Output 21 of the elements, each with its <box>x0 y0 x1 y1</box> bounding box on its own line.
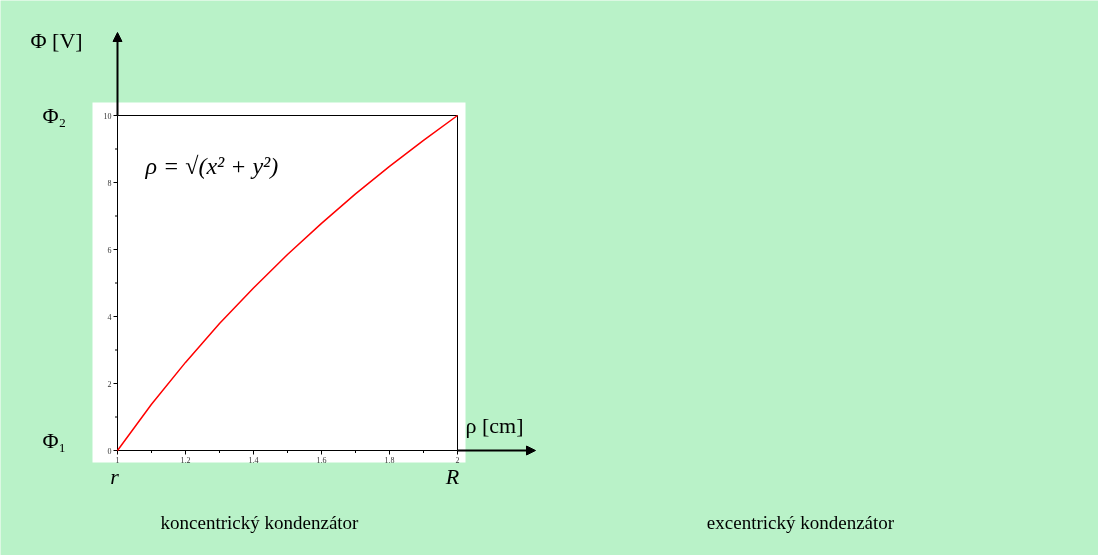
y-axis-title: Φ [V] <box>30 28 83 53</box>
text: koncentrický kondenzátor <box>160 512 360 533</box>
y-tick-label: 6 <box>107 245 112 255</box>
x-tick-label: 1.2 <box>180 455 191 465</box>
text: r <box>110 464 120 489</box>
y-tick-label: 4 <box>107 312 112 322</box>
y-tick-label: 10 <box>103 111 112 121</box>
x-tick-label: 1.8 <box>384 455 395 465</box>
y-tick-label: 0 <box>107 446 112 456</box>
text: Φ₁ <box>42 428 67 453</box>
y-tick-label: 2 <box>107 379 112 389</box>
x-tick-label: 2 <box>455 455 460 465</box>
text: Φ₂ <box>42 103 67 128</box>
text: R <box>444 464 460 489</box>
annotation: ρ = √(x² + y²) <box>144 152 279 179</box>
x-tick-label: 1.4 <box>248 455 259 465</box>
x-tick-label: 1.6 <box>316 455 327 465</box>
y-tick-label: 8 <box>107 178 112 188</box>
x-axis-title: ρ [cm] <box>465 413 524 438</box>
text: excentrický kondenzátor <box>706 512 895 533</box>
x-tick-label: 1 <box>115 455 120 465</box>
